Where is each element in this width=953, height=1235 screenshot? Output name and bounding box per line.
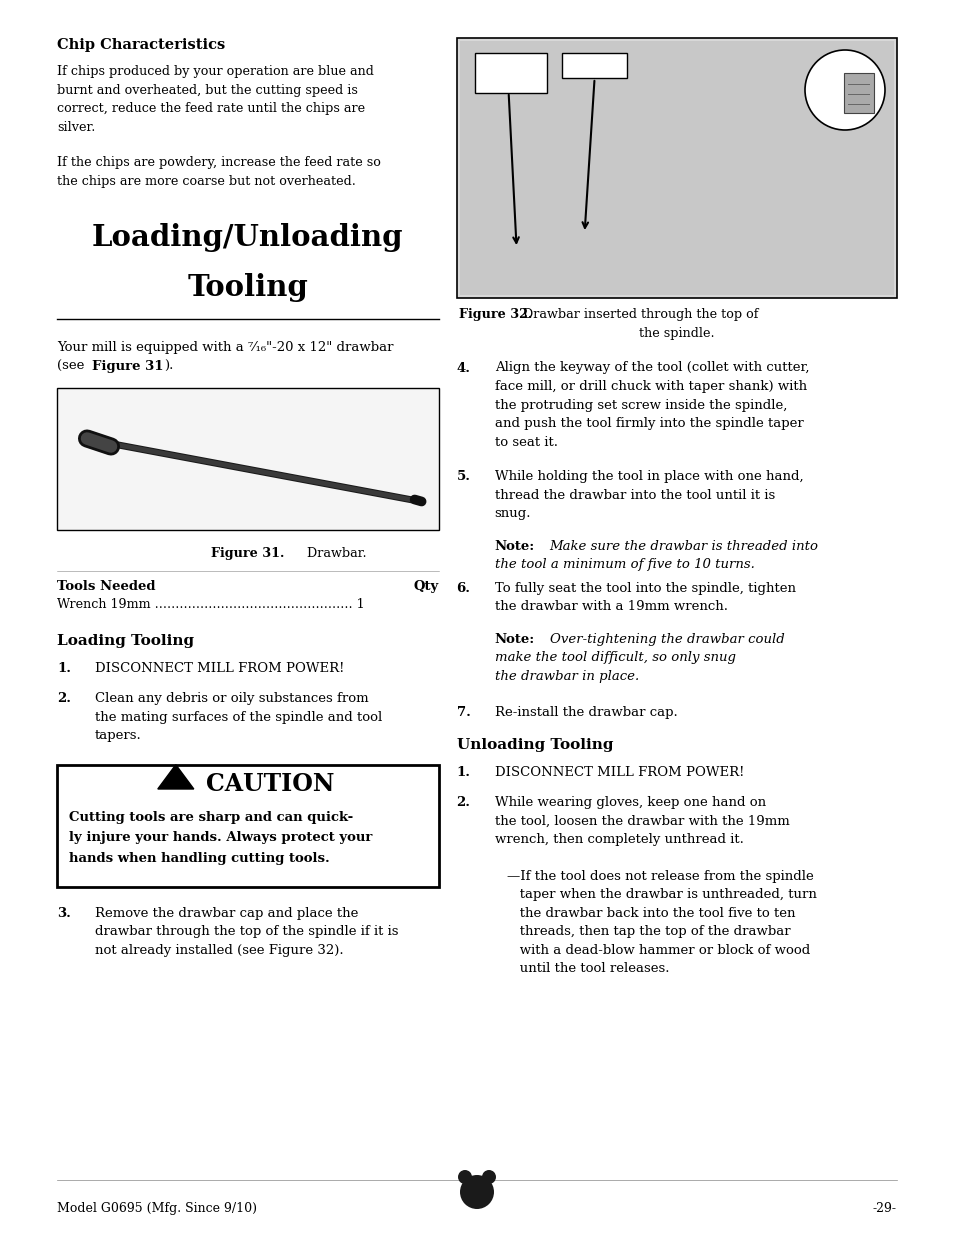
Text: Drawbar: Drawbar: [485, 59, 535, 69]
Polygon shape: [157, 764, 193, 789]
FancyBboxPatch shape: [561, 53, 626, 78]
Text: Drawbar.: Drawbar.: [302, 547, 366, 559]
Text: not already installed (see Figure 32).: not already installed (see Figure 32).: [95, 944, 343, 956]
Text: Align the keyway of the tool (collet with cutter,: Align the keyway of the tool (collet wit…: [494, 362, 808, 374]
Text: 7.: 7.: [456, 706, 470, 720]
Text: Figure 31.: Figure 31.: [211, 547, 284, 559]
Text: Qty: Qty: [413, 579, 438, 593]
Text: While holding the tool in place with one hand,: While holding the tool in place with one…: [494, 471, 802, 483]
Text: the mating surfaces of the spindle and tool: the mating surfaces of the spindle and t…: [95, 710, 382, 724]
Text: ).: ).: [164, 359, 173, 373]
Text: tapers.: tapers.: [95, 729, 142, 742]
FancyBboxPatch shape: [459, 41, 893, 295]
Text: While wearing gloves, keep one hand on: While wearing gloves, keep one hand on: [494, 797, 765, 809]
Text: 1.: 1.: [57, 662, 71, 676]
FancyBboxPatch shape: [474, 53, 546, 93]
Text: Unloading Tooling: Unloading Tooling: [456, 739, 613, 752]
Text: the drawbar back into the tool five to ten: the drawbar back into the tool five to t…: [506, 906, 794, 920]
Text: !: !: [172, 774, 178, 787]
Text: until the tool releases.: until the tool releases.: [506, 962, 668, 976]
Circle shape: [804, 49, 884, 130]
Text: snug.: snug.: [494, 508, 531, 520]
Text: 6.: 6.: [456, 582, 470, 595]
Text: the drawbar in place.: the drawbar in place.: [494, 671, 639, 683]
FancyBboxPatch shape: [57, 764, 438, 887]
Text: -29-: -29-: [872, 1202, 896, 1215]
Text: Cutting tools are sharp and can quick-: Cutting tools are sharp and can quick-: [69, 810, 353, 824]
Text: Make sure the drawbar is threaded into: Make sure the drawbar is threaded into: [549, 540, 818, 552]
Text: Cap: Cap: [499, 75, 521, 85]
Text: DISCONNECT MILL FROM POWER!: DISCONNECT MILL FROM POWER!: [494, 767, 743, 779]
Text: face mill, or drill chuck with taper shank) with: face mill, or drill chuck with taper sha…: [494, 380, 806, 393]
Text: Wrench 19mm ................................................ 1: Wrench 19mm ............................…: [57, 598, 364, 611]
Text: Drawbar: Drawbar: [569, 59, 618, 69]
Text: Tools Needed: Tools Needed: [57, 579, 155, 593]
Text: Drawbar inserted through the top of: Drawbar inserted through the top of: [522, 308, 758, 321]
Text: Loading Tooling: Loading Tooling: [57, 634, 193, 648]
Text: Remove the drawbar cap and place the: Remove the drawbar cap and place the: [95, 906, 358, 920]
Text: Model G0695 (Mfg. Since 9/10): Model G0695 (Mfg. Since 9/10): [57, 1202, 256, 1215]
Text: Figure 31: Figure 31: [91, 359, 163, 373]
Text: 5.: 5.: [456, 471, 470, 483]
Text: silver.: silver.: [57, 121, 95, 133]
Text: Tooling: Tooling: [187, 273, 308, 303]
Text: Over-tightening the drawbar could: Over-tightening the drawbar could: [549, 634, 783, 646]
Text: Clean any debris or oily substances from: Clean any debris or oily substances from: [95, 692, 368, 705]
Text: drawbar through the top of the spindle if it is: drawbar through the top of the spindle i…: [95, 925, 398, 939]
FancyBboxPatch shape: [843, 73, 873, 112]
Text: (see: (see: [57, 359, 89, 373]
Text: ly injure your hands. Always protect your: ly injure your hands. Always protect you…: [69, 831, 372, 844]
Circle shape: [457, 1170, 472, 1184]
Text: wrench, then completely unthread it.: wrench, then completely unthread it.: [494, 834, 742, 846]
Text: Re-install the drawbar cap.: Re-install the drawbar cap.: [494, 706, 677, 720]
FancyBboxPatch shape: [57, 388, 438, 530]
Text: taper when the drawbar is unthreaded, turn: taper when the drawbar is unthreaded, tu…: [506, 888, 816, 902]
Text: make the tool difficult, so only snug: make the tool difficult, so only snug: [494, 652, 735, 664]
Text: threads, then tap the top of the drawbar: threads, then tap the top of the drawbar: [506, 925, 789, 939]
Text: DISCONNECT MILL FROM POWER!: DISCONNECT MILL FROM POWER!: [95, 662, 344, 676]
Text: the tool a minimum of five to 10 turns.: the tool a minimum of five to 10 turns.: [494, 558, 754, 571]
Text: hands when handling cutting tools.: hands when handling cutting tools.: [69, 851, 330, 864]
Text: If chips produced by your operation are blue and: If chips produced by your operation are …: [57, 65, 374, 78]
Text: and push the tool firmly into the spindle taper: and push the tool firmly into the spindl…: [494, 417, 802, 430]
Text: correct, reduce the feed rate until the chips are: correct, reduce the feed rate until the …: [57, 103, 365, 115]
Text: To fully seat the tool into the spindle, tighten: To fully seat the tool into the spindle,…: [494, 582, 795, 595]
Text: the chips are more coarse but not overheated.: the chips are more coarse but not overhe…: [57, 174, 355, 188]
Text: the drawbar with a 19mm wrench.: the drawbar with a 19mm wrench.: [494, 600, 727, 614]
Text: !: !: [828, 74, 837, 91]
Text: 2.: 2.: [456, 797, 470, 809]
Text: with a dead-blow hammer or block of wood: with a dead-blow hammer or block of wood: [506, 944, 809, 957]
Text: the protruding set screw inside the spindle,: the protruding set screw inside the spin…: [494, 399, 786, 411]
Text: 4.: 4.: [456, 362, 470, 374]
Text: Loading/Unloading: Loading/Unloading: [91, 224, 403, 252]
Text: CAUTION: CAUTION: [206, 772, 334, 795]
Text: to seat it.: to seat it.: [494, 436, 557, 448]
Text: 2.: 2.: [57, 692, 71, 705]
Text: If the chips are powdery, increase the feed rate so: If the chips are powdery, increase the f…: [57, 156, 380, 169]
Text: Note:: Note:: [494, 540, 535, 552]
Text: burnt and overheated, but the cutting speed is: burnt and overheated, but the cutting sp…: [57, 84, 357, 96]
Text: Your mill is equipped with a ⁷⁄₁₆"-20 x 12" drawbar: Your mill is equipped with a ⁷⁄₁₆"-20 x …: [57, 341, 393, 354]
Text: Note:: Note:: [494, 634, 535, 646]
Text: —If the tool does not release from the spindle: —If the tool does not release from the s…: [506, 869, 813, 883]
Text: 1.: 1.: [456, 767, 470, 779]
FancyBboxPatch shape: [456, 38, 896, 298]
Text: Figure 32.: Figure 32.: [458, 308, 532, 321]
Circle shape: [459, 1174, 494, 1209]
Circle shape: [481, 1170, 496, 1184]
Text: 3.: 3.: [57, 906, 71, 920]
Text: Chip Characteristics: Chip Characteristics: [57, 38, 225, 52]
Text: the spindle.: the spindle.: [639, 326, 714, 340]
Text: thread the drawbar into the tool until it is: thread the drawbar into the tool until i…: [494, 489, 774, 501]
Text: the tool, loosen the drawbar with the 19mm: the tool, loosen the drawbar with the 19…: [494, 815, 788, 827]
